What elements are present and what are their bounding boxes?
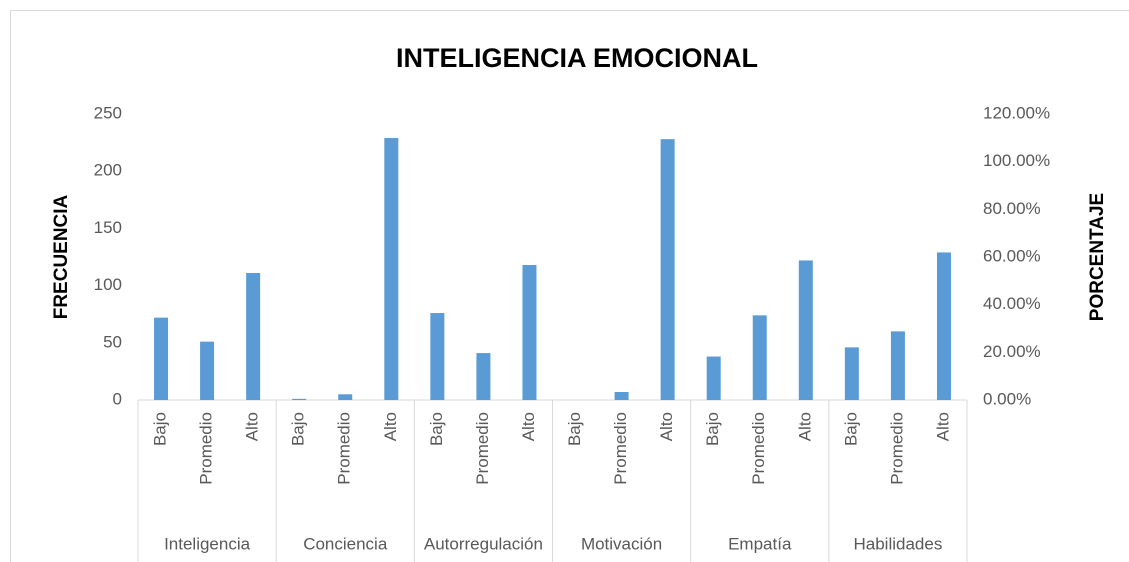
bar <box>752 315 767 400</box>
y2-tick-label: 0.00% <box>983 389 1031 408</box>
x-tick-label: Alto <box>933 412 952 441</box>
x-tick-label: Promedio <box>197 412 216 485</box>
group-label: Habilidades <box>853 534 942 553</box>
bar <box>522 265 537 400</box>
y2-axis-title: PORCENTAJE <box>1087 193 1108 321</box>
x-tick-label: Bajo <box>565 412 584 446</box>
x-tick-label: Bajo <box>151 412 170 446</box>
group-label: Motivación <box>581 534 662 553</box>
bar <box>384 138 399 401</box>
x-tick-label: Alto <box>795 412 814 441</box>
y2-tick-label: 60.00% <box>983 246 1041 265</box>
x-tick-label: Promedio <box>611 412 630 485</box>
y2-tick-label: 120.00% <box>983 103 1050 122</box>
bar <box>936 252 951 400</box>
x-tick-label: Bajo <box>703 412 722 446</box>
bar <box>246 273 261 400</box>
chart-border <box>10 10 1129 562</box>
bar <box>154 317 169 400</box>
bar <box>798 260 813 400</box>
bar <box>430 313 445 400</box>
x-tick-label: Alto <box>381 412 400 441</box>
y2-tick-label: 100.00% <box>983 151 1050 170</box>
y2-tick-label: 20.00% <box>983 342 1041 361</box>
group-label: Inteligencia <box>164 534 251 553</box>
group-label: Conciencia <box>303 534 388 553</box>
bar <box>890 331 905 400</box>
bar <box>706 356 721 400</box>
group-label: Autorregulación <box>424 534 543 553</box>
x-tick-label: Alto <box>657 412 676 441</box>
y-tick-label: 0 <box>113 389 122 408</box>
x-tick-label: Alto <box>519 412 538 441</box>
x-tick-label: Alto <box>243 412 262 441</box>
bar <box>614 391 629 400</box>
x-tick-label: Promedio <box>335 412 354 485</box>
y-tick-label: 150 <box>94 218 122 237</box>
y-tick-label: 200 <box>94 161 122 180</box>
y2-tick-label: 40.00% <box>983 294 1041 313</box>
bar <box>200 341 215 400</box>
chart-title: INTELIGENCIA EMOCIONAL <box>396 43 758 73</box>
x-tick-label: Bajo <box>289 412 308 446</box>
x-tick-label: Promedio <box>473 412 492 485</box>
x-tick-label: Bajo <box>427 412 446 446</box>
y-axis-title: FRECUENCIA <box>51 194 72 319</box>
x-tick-label: Bajo <box>841 412 860 446</box>
bar <box>660 139 675 400</box>
x-tick-label: Promedio <box>749 412 768 485</box>
bar <box>476 353 491 400</box>
y-tick-label: 100 <box>94 275 122 294</box>
bar <box>292 398 307 400</box>
bar <box>844 347 859 400</box>
group-label: Empatía <box>728 534 792 553</box>
y2-tick-label: 80.00% <box>983 199 1041 218</box>
x-tick-label: Promedio <box>887 412 906 485</box>
y-tick-label: 250 <box>94 103 122 122</box>
bar <box>338 394 353 400</box>
y-tick-label: 50 <box>103 332 122 351</box>
